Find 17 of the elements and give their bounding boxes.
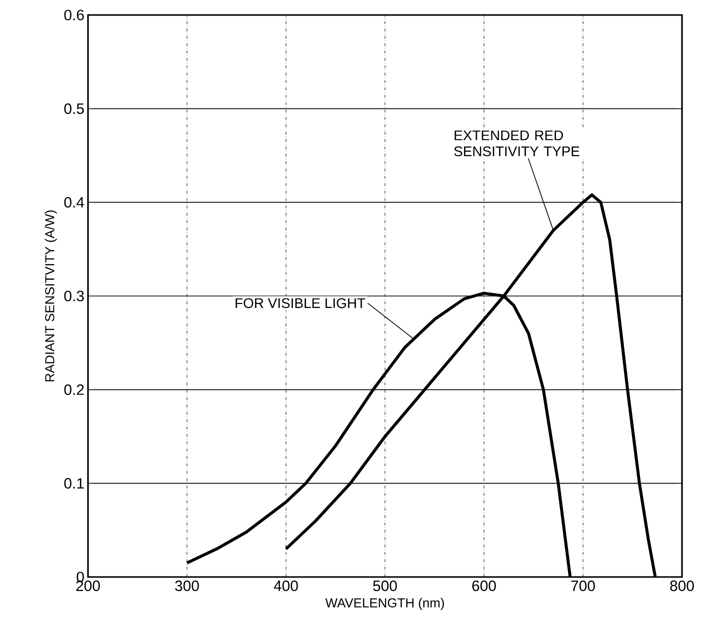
x-tick-label: 300 <box>175 580 199 592</box>
y-tick-label: 0.4 <box>64 197 84 208</box>
y-axis-title: RADIANT SENSITVITY (A/W) <box>44 210 57 382</box>
x-tick-label: 600 <box>472 580 496 592</box>
x-tick-label: 200 <box>76 580 100 592</box>
y-tick-label: 0.1 <box>64 478 84 489</box>
x-tick-label: 400 <box>274 580 298 592</box>
y-tick-label: 0.5 <box>64 103 84 114</box>
x-tick-label: 700 <box>571 580 595 592</box>
y-tick-label: 0.3 <box>64 290 84 302</box>
x-axis-title: WAVELENGTH (nm) <box>325 598 444 610</box>
annotation: FOR VISIBLE LIGHT <box>236 298 366 308</box>
y-tick-label: 0.6 <box>64 10 84 20</box>
x-tick-label: 500 <box>373 580 397 592</box>
annotation: EXTENDED RED SENSITIVITY TYPE <box>454 130 580 156</box>
y-tick-label: 0.2 <box>64 384 84 395</box>
x-tick-label: 800 <box>670 580 694 592</box>
